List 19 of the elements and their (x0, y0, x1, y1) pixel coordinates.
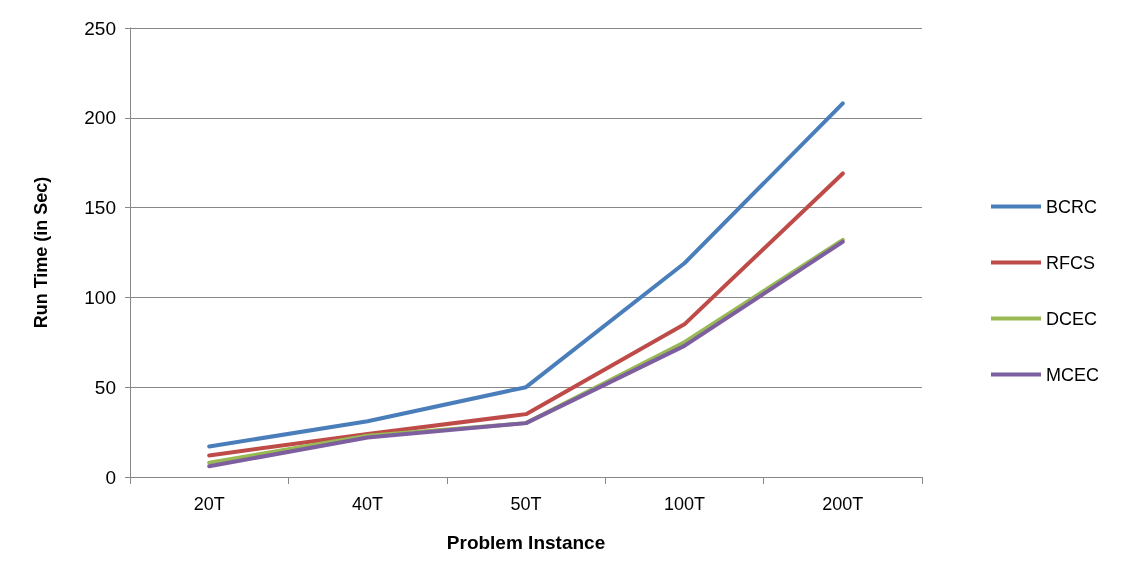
x-tick-label: 200T (822, 494, 864, 514)
y-tick-label: 0 (105, 466, 116, 488)
y-tick-label: 50 (94, 376, 116, 398)
x-tick-label: 50T (510, 494, 542, 514)
legend-label: RFCS (1046, 252, 1095, 273)
x-axis-title: Problem Instance (446, 532, 606, 553)
x-tick-label: 40T (352, 494, 384, 514)
legend-label: DCEC (1046, 308, 1098, 329)
x-tick-label: 20T (193, 494, 225, 514)
y-tick-label: 150 (84, 197, 116, 219)
legend-label: MCEC (1046, 364, 1099, 385)
legend-label: BCRC (1046, 196, 1098, 217)
y-axis-title: Run Time (in Sec) (31, 176, 51, 329)
y-tick-label: 250 (84, 17, 116, 39)
x-tick-label: 100T (663, 494, 705, 514)
line-series (207, 171, 845, 458)
y-tick-label: 100 (84, 286, 116, 308)
y-tick-label: 200 (84, 107, 116, 129)
line-series (207, 101, 845, 449)
